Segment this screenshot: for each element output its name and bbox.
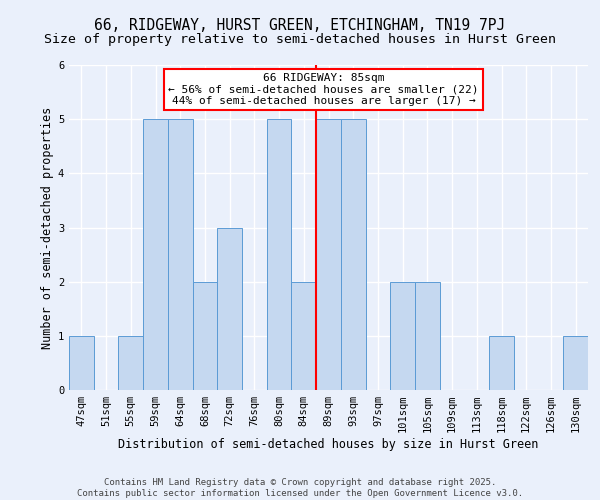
Text: Contains HM Land Registry data © Crown copyright and database right 2025.
Contai: Contains HM Land Registry data © Crown c…	[77, 478, 523, 498]
Bar	[143, 119, 168, 390]
Bar	[69, 336, 94, 390]
Text: 66, RIDGEWAY, HURST GREEN, ETCHINGHAM, TN19 7PJ: 66, RIDGEWAY, HURST GREEN, ETCHINGHAM, T…	[94, 18, 506, 32]
Bar	[415, 282, 440, 390]
Y-axis label: Number of semi-detached properties: Number of semi-detached properties	[41, 106, 54, 348]
Text: Size of property relative to semi-detached houses in Hurst Green: Size of property relative to semi-detach…	[44, 32, 556, 46]
Bar	[118, 336, 143, 390]
Bar	[292, 282, 316, 390]
Bar	[563, 336, 588, 390]
Bar	[390, 282, 415, 390]
Bar	[217, 228, 242, 390]
Bar	[168, 119, 193, 390]
Bar	[267, 119, 292, 390]
Bar	[341, 119, 365, 390]
Bar	[316, 119, 341, 390]
Bar	[489, 336, 514, 390]
Text: 66 RIDGEWAY: 85sqm
← 56% of semi-detached houses are smaller (22)
44% of semi-de: 66 RIDGEWAY: 85sqm ← 56% of semi-detache…	[169, 73, 479, 106]
Bar	[193, 282, 217, 390]
X-axis label: Distribution of semi-detached houses by size in Hurst Green: Distribution of semi-detached houses by …	[118, 438, 539, 451]
